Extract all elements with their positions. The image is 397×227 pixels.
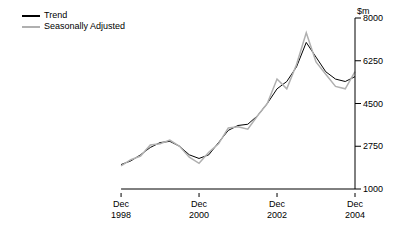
svg-text:2000: 2000 (189, 210, 209, 219)
svg-text:4500: 4500 (363, 99, 383, 109)
svg-text:2750: 2750 (363, 141, 383, 151)
html-text:Trend: Trend (44, 10, 68, 20)
svg-text:2002: 2002 (267, 210, 287, 219)
svg-text:Dec: Dec (191, 199, 208, 209)
svg-text:2004: 2004 (345, 210, 365, 219)
svg-text:Dec: Dec (269, 199, 286, 209)
svg-text:6250: 6250 (363, 56, 383, 66)
svg-text:8000: 8000 (363, 13, 383, 24)
html-text:Seasonally Adjusted: Seasonally Adjusted (44, 21, 126, 31)
html-text:$m: $m (357, 6, 370, 16)
svg-text:1998: 1998 (111, 210, 131, 219)
svg-text:1000: 1000 (363, 184, 383, 194)
svg-text:Dec: Dec (113, 199, 130, 209)
svg-text:Dec: Dec (347, 199, 364, 209)
